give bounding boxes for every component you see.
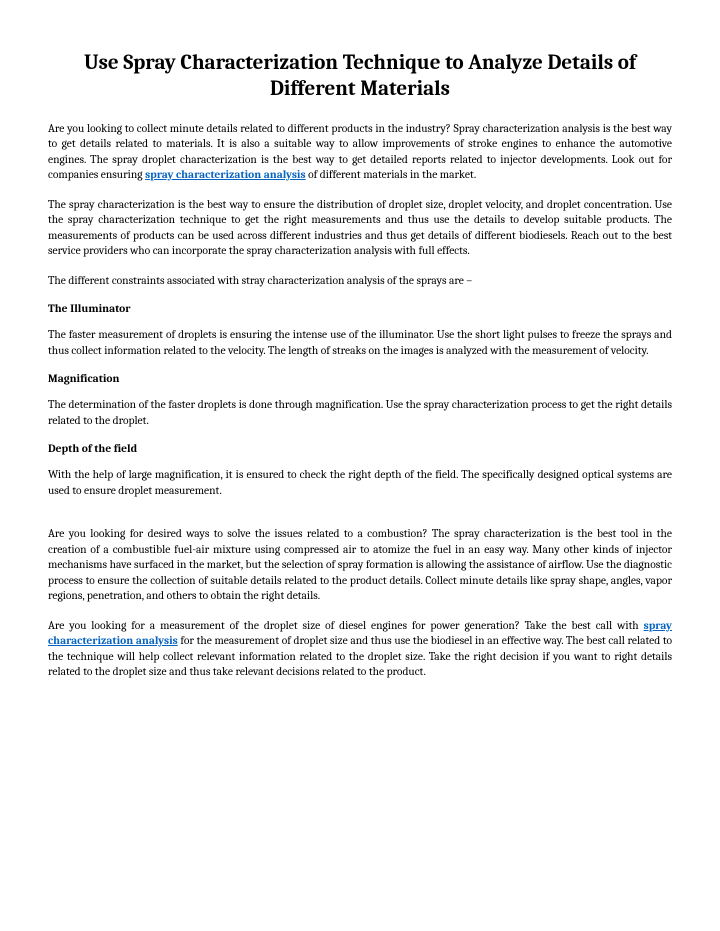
heading-illuminator: The Illuminator xyxy=(48,302,672,315)
paragraph-intro: Are you looking to collect minute detail… xyxy=(48,121,672,183)
heading-magnification: Magnification xyxy=(48,372,672,385)
paragraph-constraints-intro: The different constraints associated wit… xyxy=(48,273,672,289)
paragraph-body: The spray characterization is the best w… xyxy=(48,197,672,259)
paragraph-depth: With the help of large magnification, it… xyxy=(48,467,672,498)
text-segment: of different materials in the market. xyxy=(306,168,477,181)
heading-depth: Depth of the field xyxy=(48,442,672,455)
document-title: Use Spray Characterization Technique to … xyxy=(48,50,672,103)
link-spray-analysis-1[interactable]: spray characterization analysis xyxy=(145,168,306,181)
paragraph-closing: Are you looking for a measurement of the… xyxy=(48,618,672,680)
paragraph-combustion: Are you looking for desired ways to solv… xyxy=(48,526,672,604)
paragraph-magnification: The determination of the faster droplets… xyxy=(48,397,672,428)
paragraph-illuminator: The faster measurement of droplets is en… xyxy=(48,327,672,358)
text-segment: Are you looking for a measurement of the… xyxy=(48,619,644,632)
